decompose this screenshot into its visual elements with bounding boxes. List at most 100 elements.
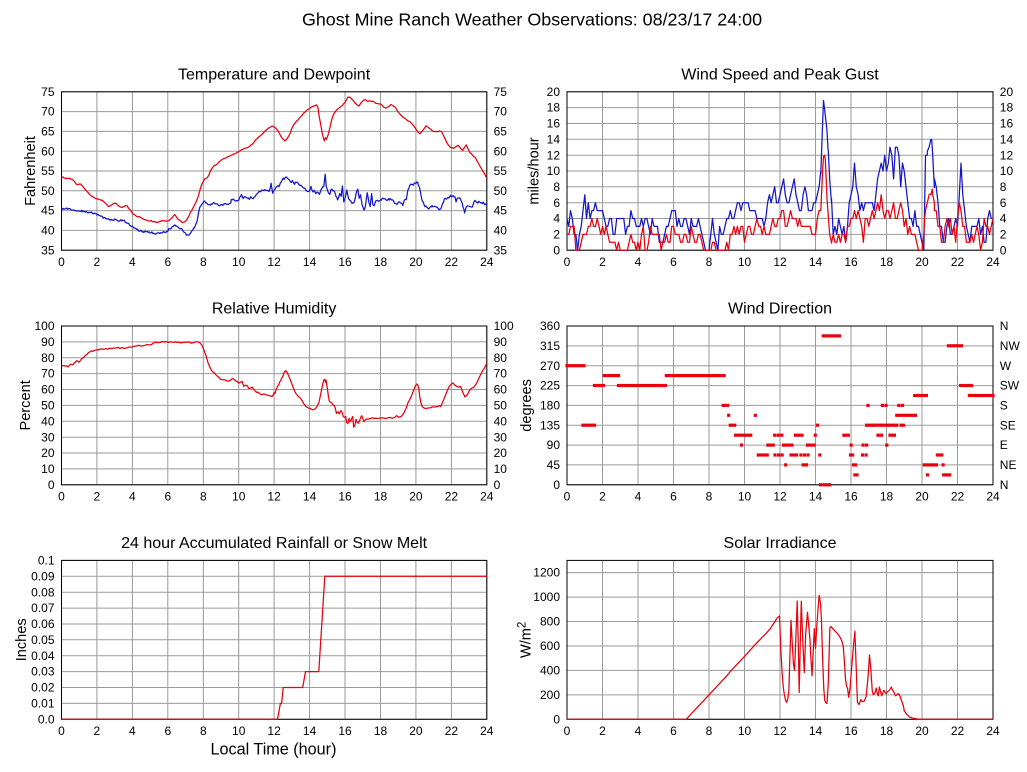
svg-text:2: 2 — [599, 490, 606, 504]
svg-text:600: 600 — [540, 639, 560, 653]
svg-text:35: 35 — [41, 243, 55, 257]
svg-text:1200: 1200 — [533, 566, 560, 580]
svg-text:20: 20 — [1000, 85, 1014, 99]
svg-text:8: 8 — [706, 724, 713, 738]
svg-text:18: 18 — [880, 724, 894, 738]
svg-text:24: 24 — [480, 490, 494, 504]
svg-text:70: 70 — [41, 367, 55, 381]
svg-text:70: 70 — [494, 105, 508, 119]
svg-text:50: 50 — [494, 399, 508, 413]
svg-text:0: 0 — [48, 478, 55, 492]
svg-text:Wind Direction: Wind Direction — [728, 301, 832, 318]
svg-text:16: 16 — [1000, 117, 1014, 131]
svg-text:20: 20 — [915, 255, 929, 269]
svg-text:50: 50 — [41, 399, 55, 413]
svg-text:Relative Humidity: Relative Humidity — [212, 301, 336, 318]
svg-text:Temperature and Dewpoint: Temperature and Dewpoint — [178, 66, 371, 83]
svg-text:8: 8 — [1000, 180, 1007, 194]
svg-text:0.08: 0.08 — [31, 585, 55, 599]
svg-text:6: 6 — [164, 255, 171, 269]
svg-text:16: 16 — [844, 255, 858, 269]
svg-text:0: 0 — [58, 724, 65, 738]
svg-text:0: 0 — [564, 255, 571, 269]
svg-text:40: 40 — [41, 224, 55, 238]
svg-text:2: 2 — [94, 255, 101, 269]
svg-text:10: 10 — [547, 164, 561, 178]
svg-text:E: E — [1000, 438, 1008, 452]
svg-text:65: 65 — [41, 125, 55, 139]
svg-text:22: 22 — [951, 724, 965, 738]
svg-text:4: 4 — [635, 724, 642, 738]
svg-text:14: 14 — [303, 490, 317, 504]
svg-text:6: 6 — [164, 724, 171, 738]
svg-text:0: 0 — [1000, 243, 1007, 257]
svg-text:0.03: 0.03 — [31, 665, 55, 679]
svg-text:20: 20 — [409, 490, 423, 504]
svg-text:0: 0 — [58, 255, 65, 269]
svg-text:12: 12 — [773, 255, 787, 269]
svg-text:16: 16 — [844, 490, 858, 504]
svg-text:8: 8 — [200, 490, 207, 504]
svg-text:60: 60 — [41, 383, 55, 397]
svg-text:20: 20 — [41, 446, 55, 460]
svg-text:0: 0 — [553, 478, 560, 492]
svg-text:1000: 1000 — [533, 590, 560, 604]
svg-text:180: 180 — [540, 399, 560, 413]
svg-text:60: 60 — [41, 144, 55, 158]
svg-text:225: 225 — [540, 379, 560, 393]
svg-text:24: 24 — [480, 724, 494, 738]
svg-text:75: 75 — [41, 85, 55, 99]
svg-text:22: 22 — [951, 490, 965, 504]
svg-text:SW: SW — [1000, 379, 1020, 393]
svg-text:Fahrenheit: Fahrenheit — [23, 136, 39, 206]
svg-text:18: 18 — [374, 490, 388, 504]
svg-text:12: 12 — [267, 724, 281, 738]
svg-text:0.05: 0.05 — [31, 633, 55, 647]
svg-text:14: 14 — [809, 255, 823, 269]
svg-text:75: 75 — [494, 85, 508, 99]
svg-text:30: 30 — [494, 430, 508, 444]
svg-text:4: 4 — [129, 490, 136, 504]
svg-text:0.04: 0.04 — [31, 649, 55, 663]
svg-text:Inches: Inches — [14, 618, 30, 661]
svg-text:2: 2 — [599, 255, 606, 269]
svg-text:10: 10 — [1000, 164, 1014, 178]
svg-text:24 hour Accumulated Rainfall o: 24 hour Accumulated Rainfall or Snow Mel… — [121, 535, 427, 552]
svg-text:4: 4 — [1000, 212, 1007, 226]
svg-text:315: 315 — [540, 339, 560, 353]
svg-text:12: 12 — [773, 490, 787, 504]
svg-text:4: 4 — [129, 255, 136, 269]
svg-text:100: 100 — [34, 319, 54, 333]
svg-text:Percent: Percent — [18, 380, 34, 430]
svg-text:Local Time (hour): Local Time (hour) — [211, 740, 337, 758]
svg-text:60: 60 — [494, 144, 508, 158]
svg-text:24: 24 — [986, 724, 1000, 738]
svg-text:24: 24 — [986, 255, 1000, 269]
svg-text:4: 4 — [129, 724, 136, 738]
svg-text:4: 4 — [635, 490, 642, 504]
svg-text:0.02: 0.02 — [31, 681, 55, 695]
svg-text:90: 90 — [494, 335, 508, 349]
svg-text:100: 100 — [494, 319, 514, 333]
svg-text:80: 80 — [494, 351, 508, 365]
svg-text:2: 2 — [94, 490, 101, 504]
svg-text:16: 16 — [844, 724, 858, 738]
svg-text:W/m2: W/m2 — [515, 622, 534, 659]
svg-text:20: 20 — [494, 446, 508, 460]
svg-text:20: 20 — [409, 724, 423, 738]
svg-text:24: 24 — [986, 490, 1000, 504]
svg-text:55: 55 — [41, 164, 55, 178]
svg-text:6: 6 — [670, 490, 677, 504]
svg-text:NE: NE — [1000, 458, 1017, 472]
svg-text:0: 0 — [564, 724, 571, 738]
svg-text:4: 4 — [553, 212, 560, 226]
svg-text:400: 400 — [540, 664, 560, 678]
svg-text:6: 6 — [164, 490, 171, 504]
svg-text:800: 800 — [540, 615, 560, 629]
svg-text:0: 0 — [58, 490, 65, 504]
svg-text:30: 30 — [41, 430, 55, 444]
svg-text:18: 18 — [374, 724, 388, 738]
svg-text:Ghost Mine Ranch Weather Obser: Ghost Mine Ranch Weather Observations: 0… — [302, 10, 762, 30]
svg-text:2: 2 — [94, 724, 101, 738]
svg-text:16: 16 — [338, 724, 352, 738]
